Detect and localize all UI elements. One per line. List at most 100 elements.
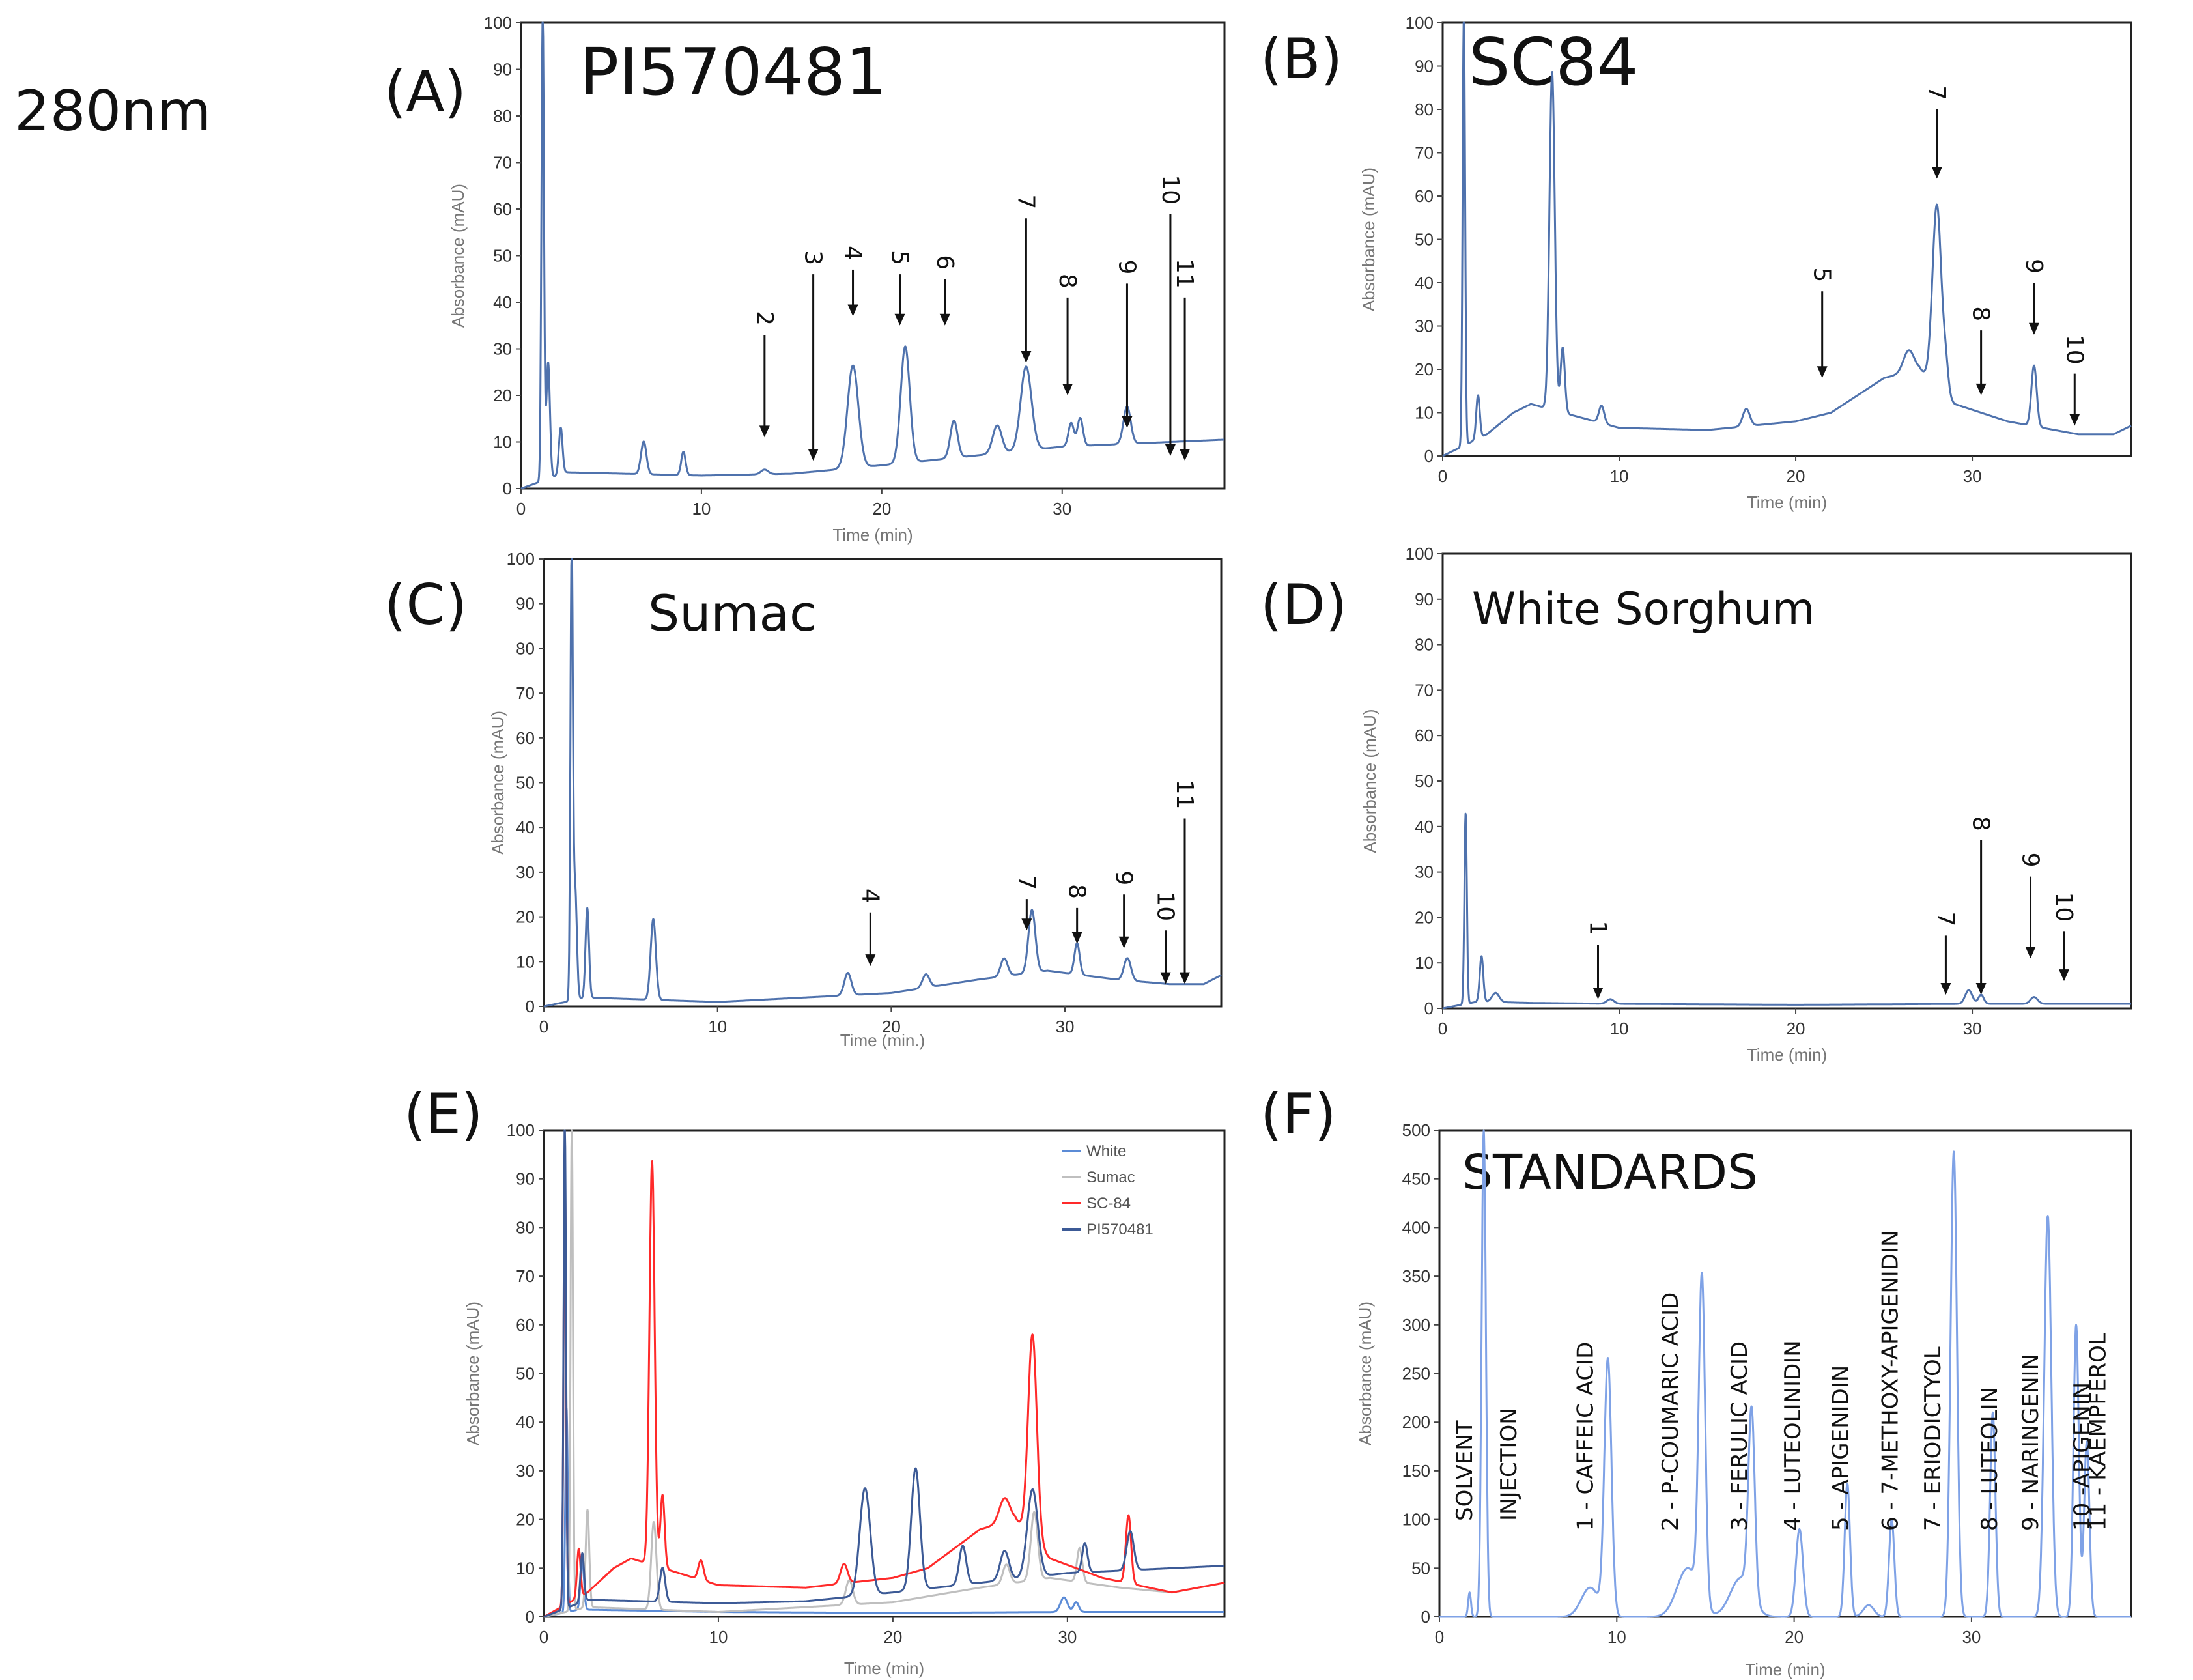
- x-tick-label: 0: [539, 1627, 548, 1647]
- x-axis-label: Time (min): [1747, 492, 1827, 512]
- y-tick-label: 30: [1415, 862, 1434, 882]
- y-tick-label: 400: [1402, 1217, 1430, 1237]
- panel-c: (C) Sumac 0 10 20 30 0 10 20 30 40 50 60 70 80 90 100 Tim…: [384, 549, 1223, 1050]
- peak-arrow-head: [2069, 414, 2080, 426]
- y-axis-label: Absorbance (mAU): [488, 711, 507, 855]
- y-tick-label: 70: [516, 1266, 535, 1286]
- y-tick-label: 10: [1415, 403, 1434, 423]
- x-tick-label: 10: [1607, 1627, 1626, 1647]
- peak-number: 8: [1968, 816, 1994, 831]
- y-axis-label: Absorbance (mAU): [448, 184, 468, 328]
- peak-arrow-head: [1062, 384, 1073, 395]
- peak-number: 10: [1157, 175, 1183, 205]
- peak-arrow-head: [939, 313, 950, 326]
- chromatogram-line: [543, 558, 1222, 1008]
- peak-number: 10: [1152, 891, 1179, 921]
- standard-label: 5 - APIGENIDIN: [1828, 1365, 1854, 1531]
- standard-label: 7 - ERIODICTYOL: [1920, 1346, 1946, 1531]
- y-tick-label: 0: [1421, 1607, 1430, 1627]
- y-tick-label: 100: [507, 549, 535, 569]
- chart-title: Sumac: [648, 584, 817, 642]
- y-tick-label: 20: [1415, 360, 1434, 379]
- plot-frame: [543, 558, 1223, 1008]
- y-tick-label: 40: [516, 1412, 535, 1432]
- peak-number: 9: [2020, 259, 2047, 274]
- series-line-pi570481: [543, 1129, 1225, 1618]
- standard-label: 2 - P-COUMARIC ACID: [1658, 1292, 1684, 1531]
- peak-arrow-head: [1021, 350, 1032, 363]
- y-tick-label: 70: [493, 153, 512, 173]
- legend-entry: White: [1086, 1143, 1126, 1160]
- peak-number: 7: [1013, 875, 1040, 890]
- y-tick-label: 0: [1424, 446, 1434, 466]
- standard-label: INJECTION: [1496, 1408, 1522, 1521]
- standard-label: 8 - LUTEOLIN: [1977, 1387, 2003, 1531]
- x-tick-label: 20: [1787, 1019, 1805, 1038]
- peak-arrow-head: [1021, 918, 1032, 931]
- peak-number: 9: [2017, 853, 2044, 868]
- y-tick-label: 90: [1415, 590, 1434, 609]
- y-tick-label: 10: [1415, 953, 1434, 973]
- x-tick-label: 10: [1610, 466, 1629, 486]
- peak-number: 1: [1585, 920, 1611, 935]
- x-tick-label: 30: [1058, 1627, 1077, 1647]
- y-tick-label: 50: [493, 246, 512, 266]
- x-tick-label: 20: [882, 1017, 901, 1036]
- y-tick-label: 60: [493, 199, 512, 219]
- peak-arrow-head: [2028, 322, 2039, 335]
- panel-label: (E): [404, 1082, 483, 1147]
- y-tick-label: 150: [1402, 1461, 1430, 1481]
- y-tick-label: 50: [516, 1364, 535, 1384]
- x-tick-label: 30: [1962, 1627, 1981, 1647]
- y-tick-label: 10: [493, 433, 512, 452]
- y-tick-label: 30: [516, 1461, 535, 1481]
- x-tick-label: 10: [1610, 1019, 1629, 1038]
- panel-label: (A): [384, 59, 466, 124]
- panel-label: (F): [1260, 1082, 1337, 1147]
- y-tick-label: 30: [1415, 317, 1434, 336]
- peak-number: 10: [2050, 892, 2077, 922]
- y-tick-label: 100: [507, 1120, 535, 1140]
- standard-label: SOLVENT: [1452, 1420, 1478, 1521]
- y-tick-label: 0: [1424, 999, 1434, 1018]
- peak-arrow-head: [1940, 983, 1951, 995]
- standard-label: 11 - KAEMPFEROL: [2085, 1333, 2111, 1531]
- y-tick-label: 40: [1415, 273, 1434, 292]
- y-tick-label: 20: [516, 1510, 535, 1530]
- y-tick-label: 10: [516, 1558, 535, 1578]
- series-line-white: [543, 1407, 1225, 1618]
- y-tick-label: 0: [503, 479, 512, 498]
- panel-label: (D): [1260, 573, 1347, 638]
- y-tick-label: 40: [493, 292, 512, 312]
- x-axis-label: Time (min): [832, 525, 913, 545]
- peak-arrow-head: [1180, 449, 1191, 461]
- y-tick-label: 60: [516, 728, 535, 748]
- peak-number: 8: [1054, 274, 1081, 289]
- panel-e: (E) 0 10 20 30 0 10 20 30 40 50 60 70 80 90 100 Time (mi…: [404, 1082, 1226, 1678]
- legend-entry: Sumac: [1086, 1169, 1135, 1186]
- y-tick-label: 80: [1415, 100, 1434, 119]
- y-tick-label: 0: [526, 997, 535, 1016]
- peak-arrow-head: [1122, 416, 1133, 429]
- chromatogram-line: [1442, 812, 2132, 1010]
- x-tick-label: 30: [1056, 1017, 1075, 1036]
- x-tick-label: 20: [1787, 466, 1805, 486]
- peak-arrow-head: [847, 304, 858, 317]
- peak-arrow-head: [808, 449, 819, 461]
- peak-number: 10: [2061, 335, 2087, 365]
- y-tick-label: 90: [1415, 57, 1434, 76]
- peak-number: 8: [1968, 306, 1994, 321]
- peak-arrow-head: [1118, 936, 1129, 948]
- peak-arrow-head: [2059, 969, 2070, 982]
- peak-arrow-head: [759, 425, 770, 438]
- peak-number: 6: [931, 255, 958, 270]
- peak-arrow-head: [1160, 972, 1171, 984]
- peak-number: 7: [1932, 911, 1959, 926]
- y-tick-label: 90: [516, 594, 535, 614]
- y-tick-label: 30: [516, 862, 535, 882]
- panel-d: (D) White Sorghum 0 10 20 30 0 10 20 30 40 50 60 70 80…: [1260, 544, 2132, 1064]
- y-axis-label: Absorbance (mAU): [1360, 709, 1379, 853]
- x-tick-label: 0: [1438, 466, 1447, 486]
